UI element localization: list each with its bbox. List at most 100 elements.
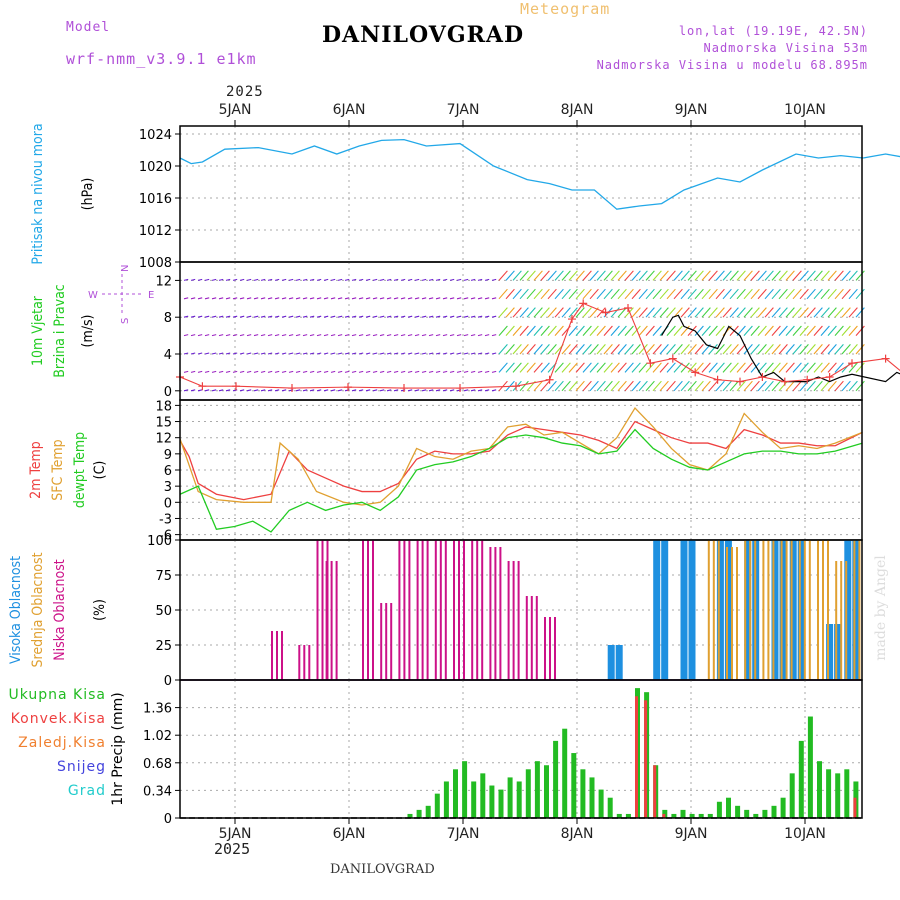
model-name: wrf-nmm_v3.9.1 e1km xyxy=(66,50,257,68)
wind-barb xyxy=(792,307,802,318)
cloud-bar xyxy=(772,540,775,680)
wind-barb xyxy=(456,352,462,355)
precip-total-bar xyxy=(744,809,750,818)
wind-barb xyxy=(848,288,858,300)
y-tick-label: 3 xyxy=(164,480,172,495)
cloud-bar xyxy=(712,540,715,680)
temperature-line xyxy=(179,407,863,506)
wind-barb xyxy=(652,270,662,281)
wind-gust-marker xyxy=(232,382,240,391)
wind-barb xyxy=(365,370,371,373)
x-tick-label-top: 8JAN xyxy=(561,102,594,118)
wind-barb xyxy=(568,362,578,373)
cloud-bar xyxy=(434,540,437,680)
wind-barb xyxy=(645,344,655,355)
wind-barb xyxy=(463,297,469,300)
wind-barb xyxy=(246,297,252,300)
precip-legend-item: Ukupna Kisa xyxy=(8,687,106,703)
wind-barb xyxy=(673,325,683,336)
precip-total-bar xyxy=(762,809,768,818)
wind-barb xyxy=(540,362,550,373)
wind-barb xyxy=(596,307,606,318)
wind-barb xyxy=(757,288,767,300)
wind-barb xyxy=(400,370,406,373)
wind-barb xyxy=(799,362,809,373)
wind-barb xyxy=(757,325,767,336)
wind-barb xyxy=(750,344,760,355)
wind-barb xyxy=(435,315,441,318)
wind-barbs xyxy=(183,270,865,392)
wind-barb xyxy=(568,288,578,300)
wind-barb xyxy=(603,344,613,355)
wind-barb xyxy=(323,278,329,281)
wind-barb xyxy=(568,380,578,392)
y-axis-label: (m/s) xyxy=(80,315,96,348)
precip-total-bar xyxy=(780,797,786,818)
precip-total-bar xyxy=(553,740,559,818)
wind-barb xyxy=(547,325,557,336)
wind-barb xyxy=(743,344,753,355)
cloud-bar xyxy=(530,596,533,680)
wind-barb xyxy=(631,380,641,392)
cloud-bar xyxy=(771,540,779,680)
wind-barb xyxy=(344,315,350,318)
cloud-bar xyxy=(276,631,278,680)
wind-barb xyxy=(190,315,196,318)
wind-barb xyxy=(792,362,802,373)
wind-barb xyxy=(638,288,648,300)
wind-barb xyxy=(841,307,851,318)
cloud-bar xyxy=(797,540,805,680)
wind-barb xyxy=(729,380,739,392)
wind-barb xyxy=(855,344,865,355)
wind-barb xyxy=(610,270,620,281)
wind-barb xyxy=(316,352,322,355)
wind-barb xyxy=(736,270,746,281)
wind-barb xyxy=(414,278,420,281)
wind-barb xyxy=(190,278,196,281)
y-tick-label: 0 xyxy=(164,385,172,400)
wind-barb xyxy=(190,297,196,300)
wind-barb xyxy=(491,334,497,337)
y-tick-label: 1008 xyxy=(139,256,172,271)
wind-barb xyxy=(701,307,711,318)
wind-barb xyxy=(484,370,490,373)
wind-barb xyxy=(225,278,231,281)
wind-barb xyxy=(855,380,865,392)
precip-legend-item: Snijeg xyxy=(57,759,106,775)
wind-barb xyxy=(561,362,571,373)
wind-barb xyxy=(197,315,203,318)
wind-barb xyxy=(323,297,329,300)
wind-barb xyxy=(610,362,620,373)
wind-barb xyxy=(204,278,210,281)
wind-barb xyxy=(281,278,287,281)
wind-barb xyxy=(645,362,655,373)
wind-barb xyxy=(211,352,217,355)
cloud-bar xyxy=(554,617,556,680)
wind-barb xyxy=(519,362,529,373)
wind-barb xyxy=(372,389,378,392)
wind-barb xyxy=(834,270,844,281)
cloud-bar xyxy=(390,603,393,680)
wind-barb xyxy=(435,370,441,373)
wind-barb xyxy=(246,352,252,355)
cloud-bar xyxy=(499,547,502,680)
precip-total-bar xyxy=(425,805,431,818)
wind-barb xyxy=(855,288,865,300)
wind-barb xyxy=(246,389,252,392)
wind-barb xyxy=(386,278,392,281)
wind-barb xyxy=(484,297,490,300)
wind-barb xyxy=(603,288,613,300)
wind-barb xyxy=(246,315,252,318)
wind-barb xyxy=(813,325,823,336)
wind-barb xyxy=(456,315,462,318)
wind-barb xyxy=(309,278,315,281)
cloud-bar xyxy=(858,540,861,680)
wind-gust-marker xyxy=(780,377,789,386)
wind-barb xyxy=(365,297,371,300)
wind-barb xyxy=(680,362,690,373)
cloud-bar xyxy=(458,540,460,680)
wind-barb xyxy=(505,362,515,373)
wind-barb xyxy=(792,270,802,281)
wind-barb xyxy=(785,325,795,336)
wind-barb xyxy=(708,380,718,392)
